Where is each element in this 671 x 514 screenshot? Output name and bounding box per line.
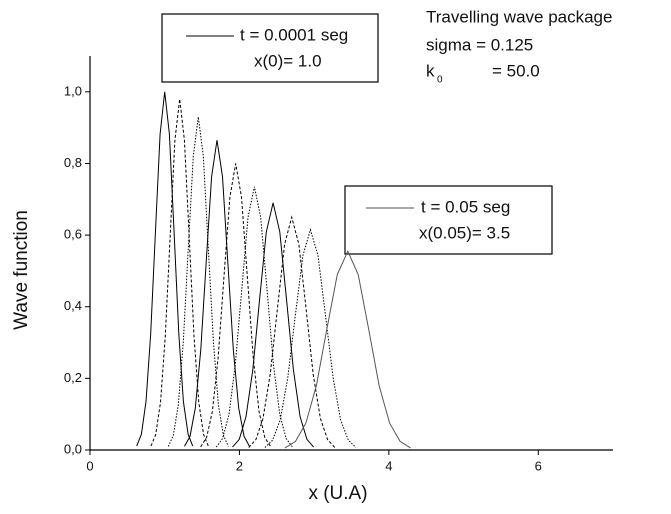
legend-text: t = 0.05 seg <box>421 197 510 216</box>
x-tick-label: 4 <box>385 458 392 473</box>
annotation-sigma: sigma = 0.125 <box>426 35 533 54</box>
y-tick-label: 0,8 <box>64 155 82 170</box>
wave-curve <box>248 215 336 448</box>
wave-curve <box>215 186 293 448</box>
y-tick-label: 0,6 <box>64 227 82 242</box>
legend-text: x(0)= 1.0 <box>254 51 322 70</box>
x-tick-label: 2 <box>236 458 243 473</box>
annotation-title: Travelling wave package <box>426 7 612 26</box>
x-tick-label: 6 <box>535 458 542 473</box>
wave-curve <box>200 163 272 448</box>
legend-box <box>161 13 379 83</box>
legend-box <box>344 185 553 255</box>
annotation-k-value: = 50.0 <box>492 61 540 80</box>
legend-text: t = 0.0001 seg <box>240 25 348 44</box>
wave-curve <box>136 91 194 447</box>
y-tick-label: 0,0 <box>64 441 82 456</box>
wave-curve <box>264 227 357 448</box>
y-tick-label: 0,4 <box>64 298 82 313</box>
x-tick-label: 0 <box>86 458 93 473</box>
x-axis-label: x (U.A) <box>308 483 367 504</box>
annotation-k-sub: 0 <box>437 75 443 86</box>
wave-curve <box>167 116 229 447</box>
legend-text: x(0.05)= 3.5 <box>419 223 510 242</box>
annotation-k: k <box>426 61 435 80</box>
y-tick-label: 0,2 <box>64 370 82 385</box>
y-tick-label: 1,0 <box>64 83 82 98</box>
wave-curve <box>232 202 314 448</box>
wave-curve <box>284 249 411 449</box>
y-axis-label: Wave function <box>11 210 32 330</box>
wave-curve <box>184 140 250 447</box>
